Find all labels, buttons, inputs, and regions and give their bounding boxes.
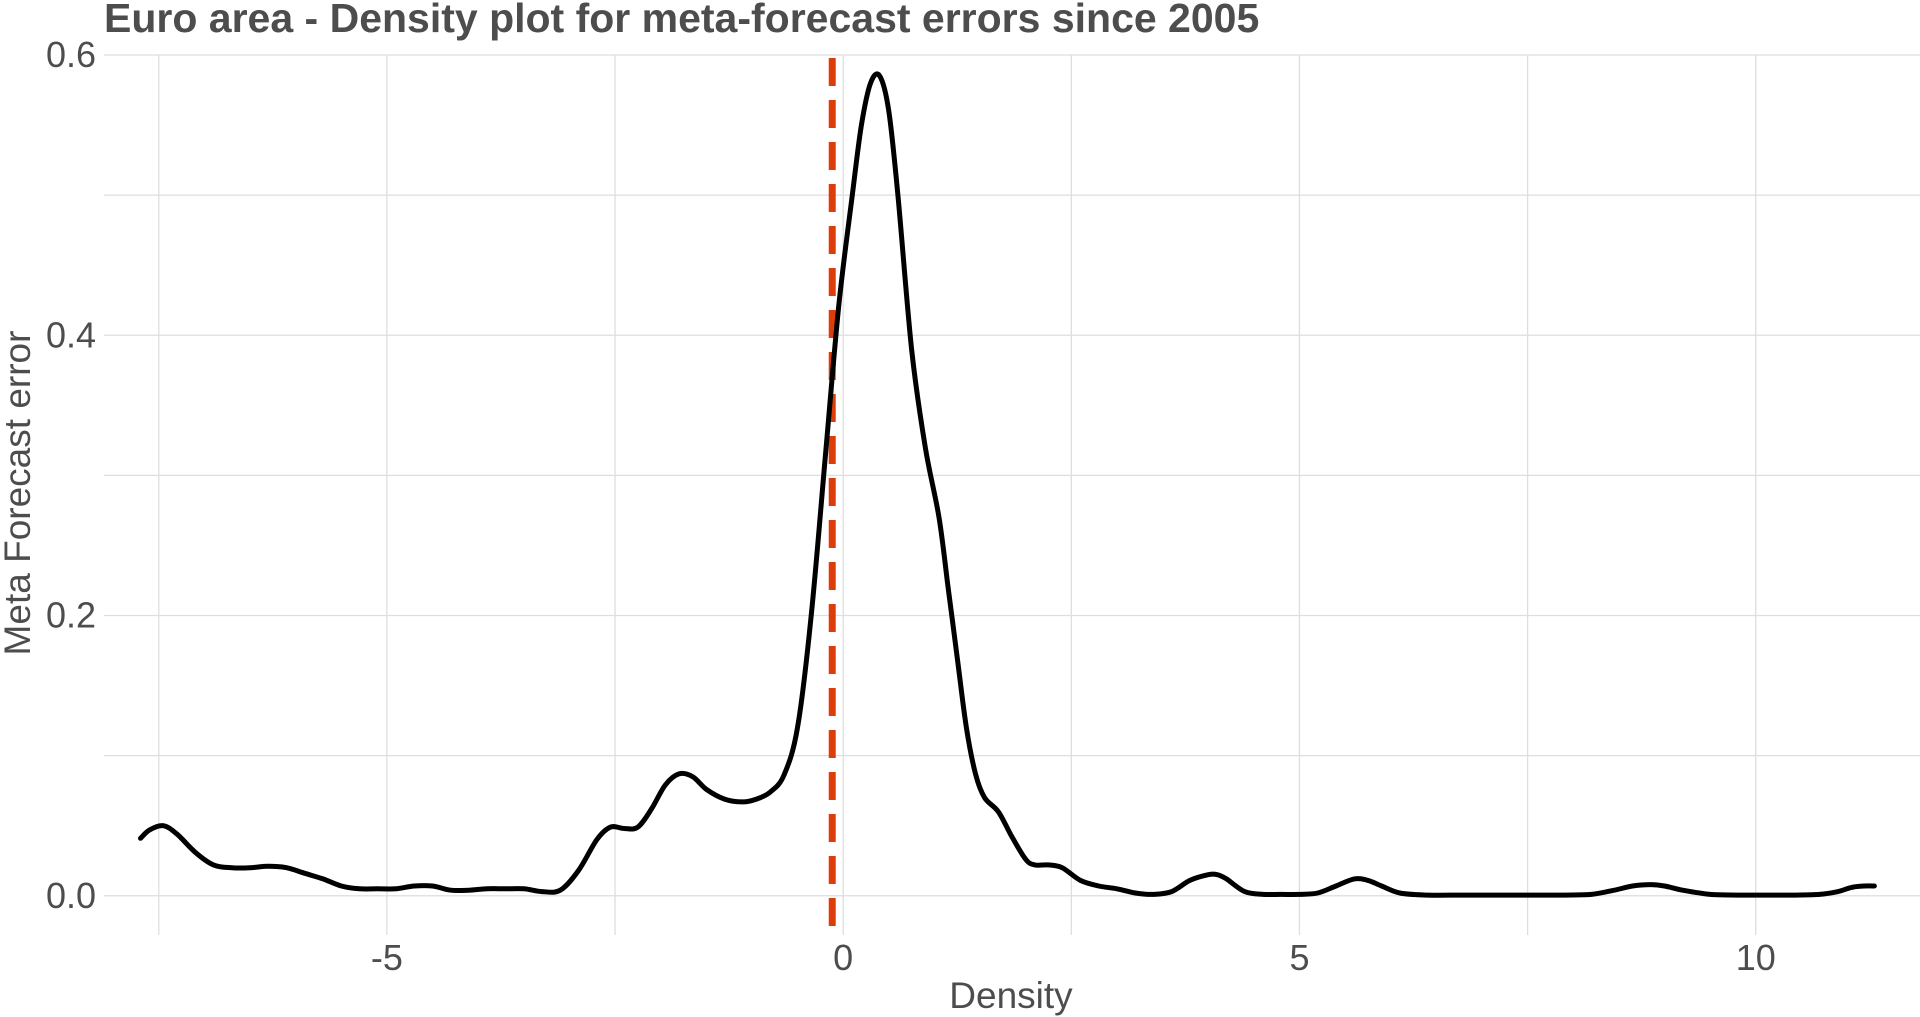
x-tick-label: 5 [1289,937,1309,978]
y-tick-label: 0.6 [46,34,96,75]
x-tick-label: -5 [371,937,403,978]
density-curve [138,71,1877,898]
x-tick-label: 0 [833,937,853,978]
y-axis-tick-labels: 0.0 0.2 0.4 0.6 [46,34,96,916]
chart-title: Euro area - Density plot for meta-foreca… [104,0,1259,41]
x-axis-tick-labels: -5 0 5 10 [371,937,1776,978]
x-tick-label: 10 [1736,937,1776,978]
x-axis-title: Density [949,975,1073,1016]
y-axis-title: Meta Forecast error [0,331,38,656]
y-tick-label: 0.0 [46,875,96,916]
y-tick-label: 0.4 [46,314,96,355]
grid-lines [104,54,1920,935]
y-tick-label: 0.2 [46,595,96,636]
